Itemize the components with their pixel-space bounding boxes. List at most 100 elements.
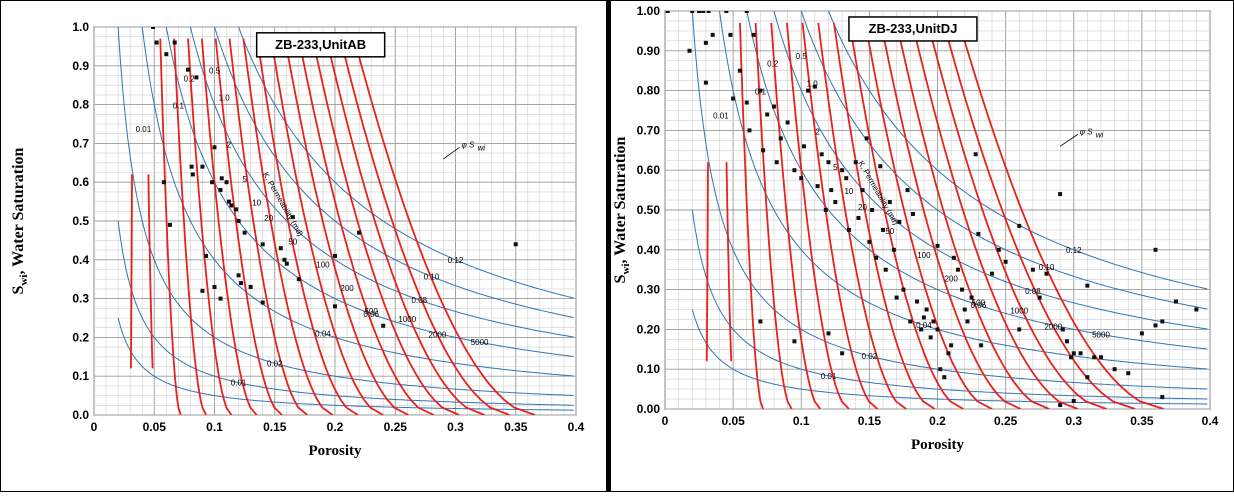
perm-value-label: 0.01 xyxy=(713,111,729,120)
data-point xyxy=(955,267,960,272)
data-point xyxy=(910,211,915,216)
data-point xyxy=(826,160,831,165)
bvw-curve xyxy=(214,27,574,318)
data-point xyxy=(1017,223,1022,228)
x-tick-label: 0.2 xyxy=(929,414,946,428)
data-point xyxy=(1085,375,1090,380)
x-tick-label: 0.35 xyxy=(1130,414,1154,428)
perm-curve xyxy=(864,22,993,409)
data-point xyxy=(919,327,924,332)
bvw-legend-pointer xyxy=(1059,134,1078,147)
perm-curve xyxy=(339,38,511,415)
data-point xyxy=(1071,351,1076,356)
bvw-value-label: 0.08 xyxy=(1025,287,1041,296)
perm-value-label: 20 xyxy=(858,203,867,212)
data-point xyxy=(758,88,763,93)
y-tick-label: 1.00 xyxy=(637,4,661,18)
perm-value-label: 5 xyxy=(833,163,838,172)
data-point xyxy=(792,168,797,173)
data-point xyxy=(290,215,295,220)
panel-divider xyxy=(606,0,610,492)
data-point xyxy=(1064,339,1069,344)
data-point xyxy=(1017,327,1022,332)
perm-curve xyxy=(325,38,485,415)
data-point xyxy=(189,164,194,169)
y-tick-label: 0.2 xyxy=(72,330,89,344)
data-point xyxy=(164,52,169,57)
bvw-value-label: 0.08 xyxy=(412,296,428,305)
data-point xyxy=(864,136,869,141)
perm-value-label: 0.2 xyxy=(184,74,196,83)
data-point xyxy=(1160,395,1165,400)
x-tick-label: 0.1 xyxy=(206,420,223,434)
data-point xyxy=(1069,355,1074,360)
data-point xyxy=(1003,259,1008,264)
data-point xyxy=(1099,355,1103,360)
data-point xyxy=(840,168,845,173)
data-point xyxy=(224,180,229,185)
data-point xyxy=(751,32,756,37)
perm-value-label: 0.5 xyxy=(796,52,808,61)
data-point xyxy=(333,253,337,258)
data-point xyxy=(924,307,929,312)
bvw-curve xyxy=(800,11,1208,310)
bvw-value-label: 0.10 xyxy=(424,272,440,281)
bvw-value-label: 0.06 xyxy=(363,310,379,319)
bvw-value-label: 0.12 xyxy=(1066,246,1082,255)
data-points xyxy=(151,27,518,328)
data-point xyxy=(928,335,933,340)
data-point xyxy=(856,215,861,220)
data-point xyxy=(167,222,172,227)
data-point xyxy=(853,160,858,165)
data-point xyxy=(996,247,1001,252)
data-point xyxy=(260,300,265,305)
data-point xyxy=(823,208,828,212)
perm-curve xyxy=(353,38,536,415)
data-point xyxy=(1058,192,1063,197)
data-point xyxy=(819,152,824,157)
data-point xyxy=(151,27,156,29)
data-point xyxy=(381,323,386,328)
x-tick-label: 0.15 xyxy=(263,420,287,434)
data-point xyxy=(938,367,943,372)
data-point xyxy=(949,343,954,348)
data-point xyxy=(703,40,708,45)
y-tick-label: 0.90 xyxy=(637,44,661,58)
perm-value-label: 5 xyxy=(242,175,247,184)
data-point xyxy=(212,284,217,289)
perm-curve xyxy=(173,38,207,415)
data-point xyxy=(236,219,241,223)
perm-value-label: 10 xyxy=(252,198,261,207)
data-point xyxy=(210,180,215,185)
x-tick-label: 0.25 xyxy=(994,414,1018,428)
perm-value-label: 50 xyxy=(288,237,297,246)
y-axis-label-main: S xyxy=(10,285,27,294)
perm-curve xyxy=(147,174,154,369)
data-point xyxy=(908,319,913,324)
data-point xyxy=(867,239,872,244)
data-point xyxy=(194,75,199,80)
data-point xyxy=(248,284,253,289)
data-point xyxy=(969,295,974,300)
data-point xyxy=(897,219,902,224)
data-point xyxy=(878,164,883,169)
perm-value-label: 50 xyxy=(885,227,894,236)
perm-curve xyxy=(242,38,334,415)
data-point xyxy=(891,247,896,252)
data-point xyxy=(200,164,205,169)
title-box: ZB-233,UnitAB xyxy=(255,32,386,58)
x-tick-label: 0.3 xyxy=(1065,414,1082,428)
data-point xyxy=(724,11,729,13)
bvw-value-label: 0.04 xyxy=(315,329,331,338)
data-point xyxy=(915,299,920,304)
data-point xyxy=(833,200,838,205)
perm-curve xyxy=(297,38,435,415)
perm-value-label: 2000 xyxy=(1044,322,1062,331)
data-point xyxy=(697,11,702,13)
bvw-curve xyxy=(189,27,574,338)
data-point xyxy=(815,184,820,189)
y-axis-label-rest: , Water Saturation xyxy=(612,136,629,263)
data-point xyxy=(161,180,166,185)
